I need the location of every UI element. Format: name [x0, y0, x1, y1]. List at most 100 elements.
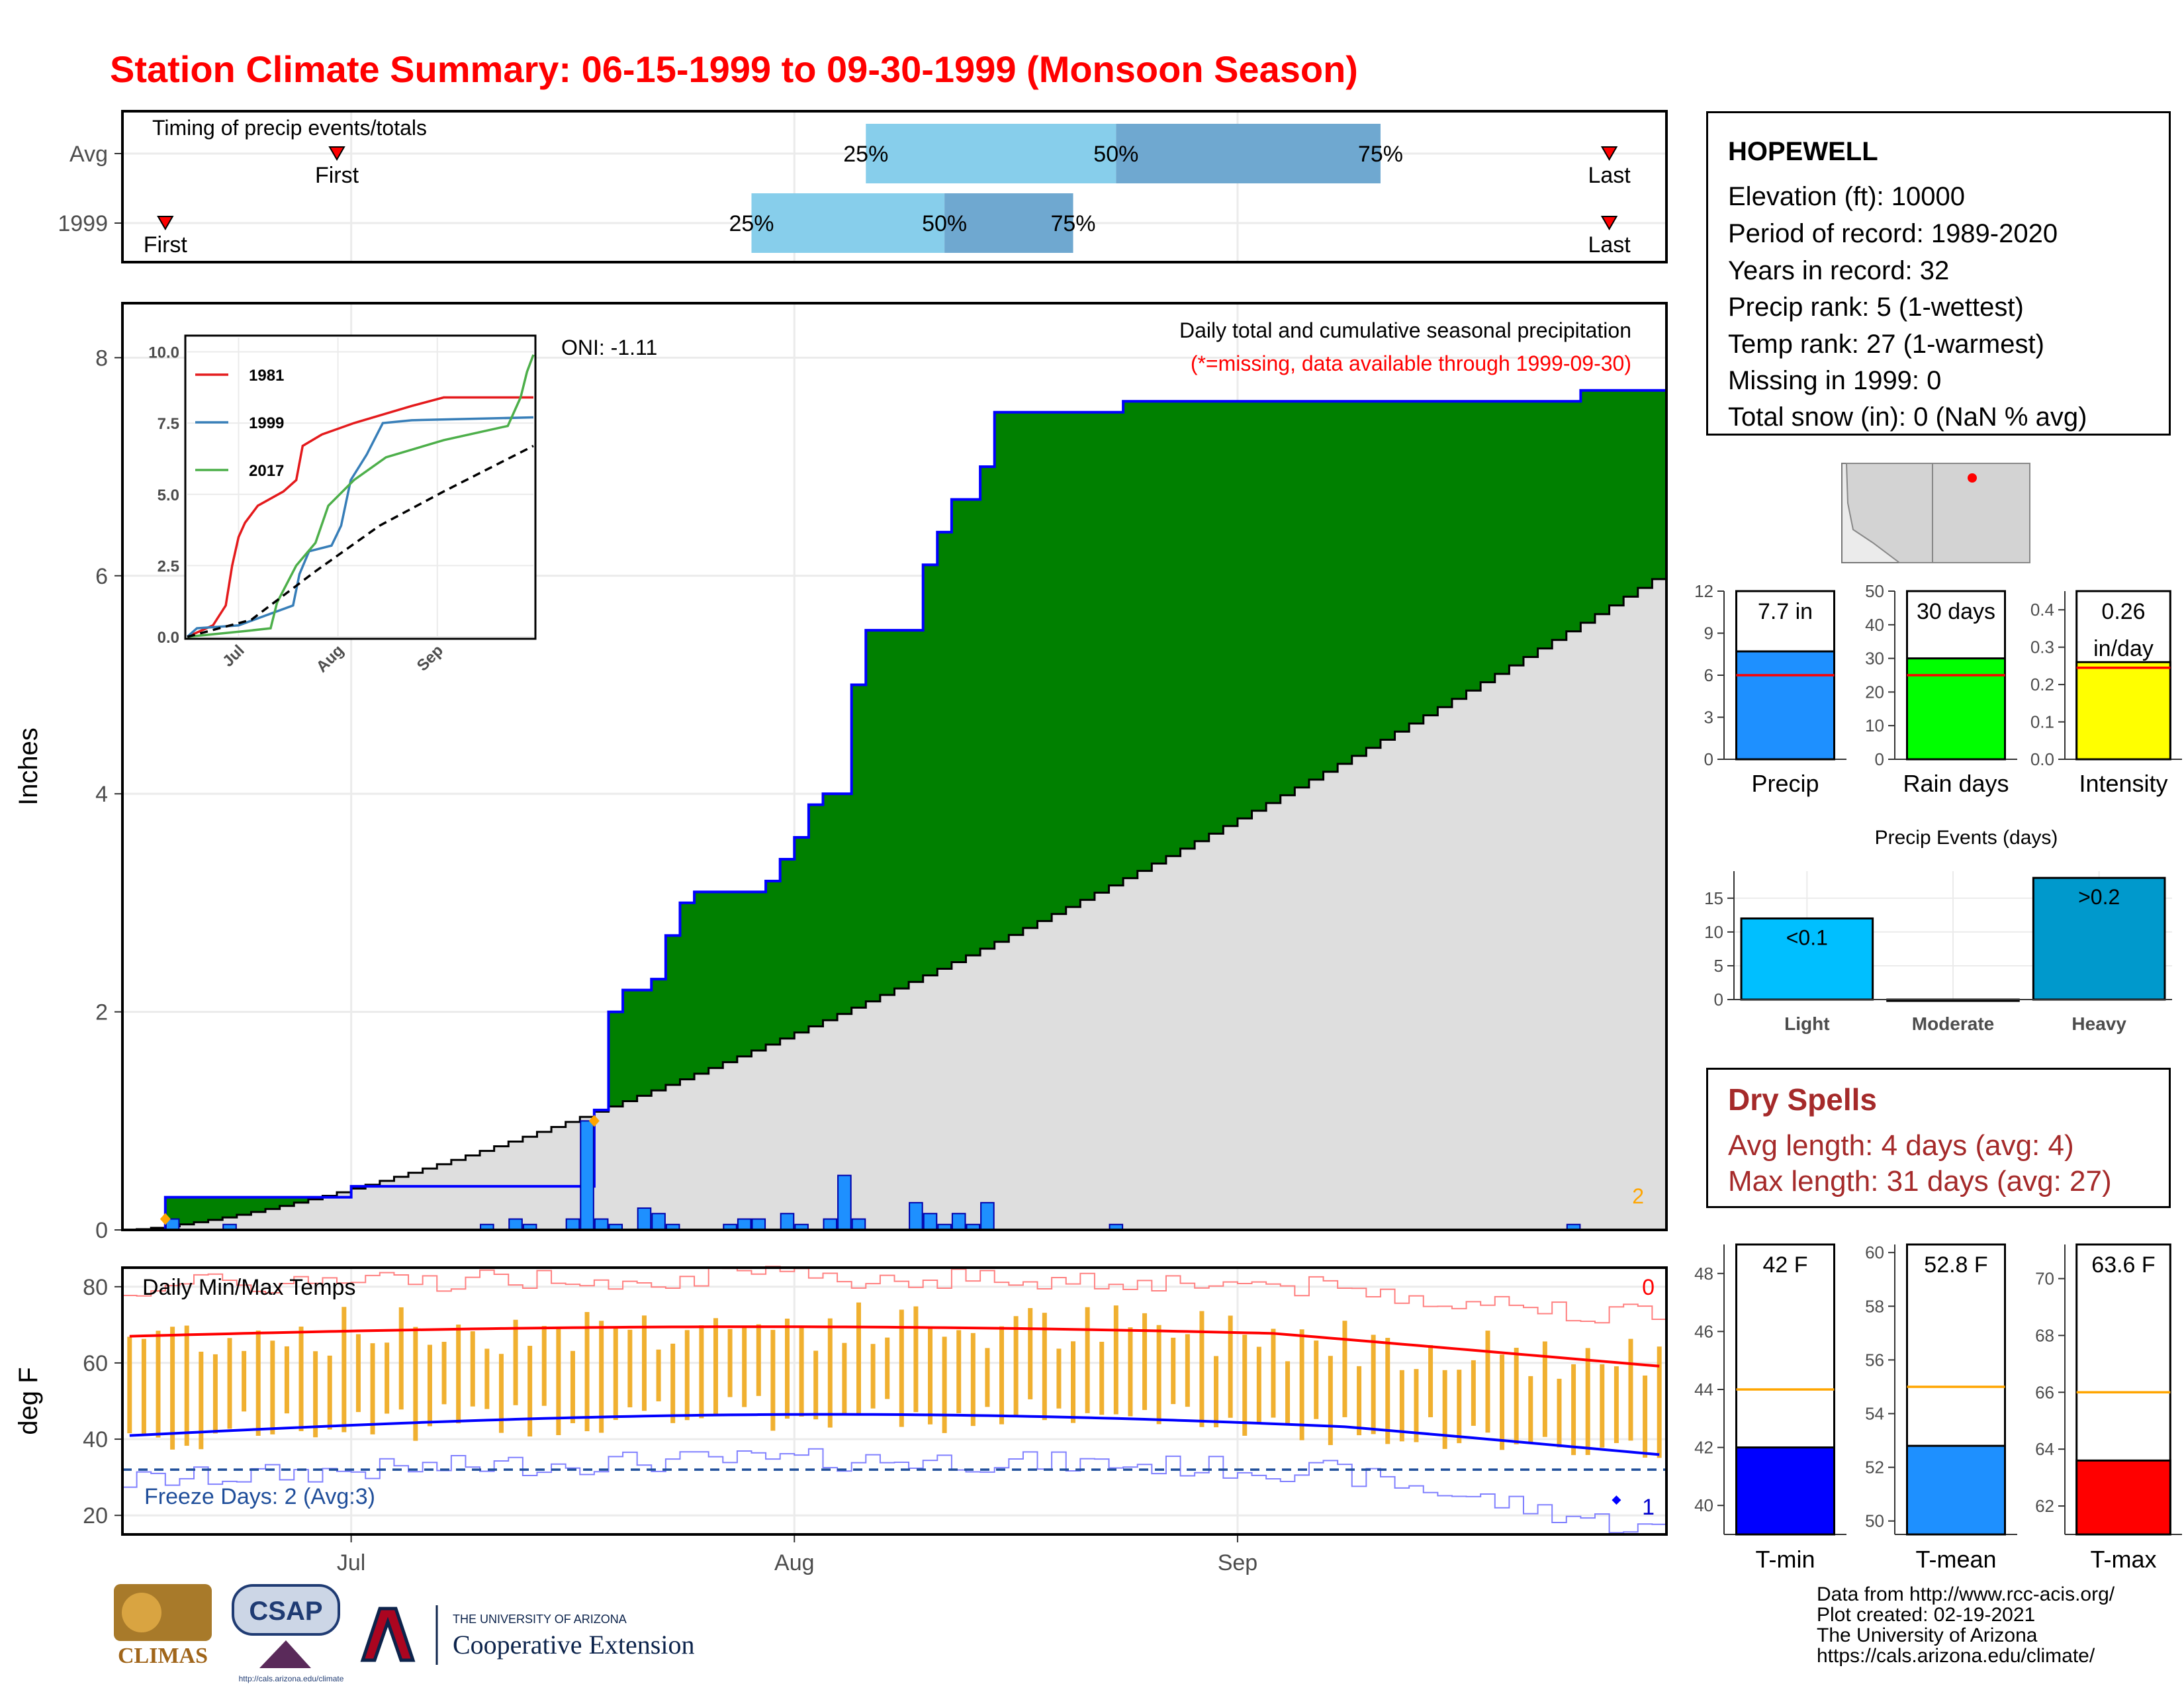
mini-y-tick-label: 0 [1704, 749, 1713, 769]
precip-chart-subtitle: (*=missing, data available through 1999-… [1191, 352, 1631, 375]
daily-temp-range-bar [799, 1327, 804, 1417]
timing-row-label: Avg [69, 142, 108, 167]
average-cumulative-line [122, 570, 1668, 1231]
above-average-fill [723, 892, 738, 1062]
above-average-fill [680, 902, 695, 1080]
precip-y-tick-label: 4 [95, 782, 108, 807]
daily-temp-range-bar [1156, 1325, 1161, 1425]
events-y-tick-label: 5 [1714, 956, 1723, 976]
daily-precip-bar [851, 1218, 866, 1231]
timing-quantile-label: 75% [1358, 142, 1403, 167]
daily-temp-range-bar [570, 1350, 575, 1423]
station-info-line: Missing in 1999: 0 [1728, 366, 1942, 395]
temp-x-tick-label: Aug [774, 1550, 815, 1575]
daily-temp-range-bar [784, 1318, 790, 1419]
above-average-fill [1566, 401, 1581, 632]
footer-line: https://cals.arizona.edu/climate/ [1817, 1645, 2095, 1667]
daily-temp-range-bar [513, 1319, 518, 1405]
mini-bar-category-label: T-max [2090, 1546, 2156, 1573]
above-average-fill [194, 1197, 209, 1223]
ua-line1-text: THE UNIVERSITY OF ARIZONA [453, 1613, 627, 1626]
daily-temp-range-bar [327, 1355, 332, 1430]
above-average-fill [1509, 401, 1524, 666]
mini-y-tick-label: 70 [2035, 1269, 2054, 1289]
daily-temp-range-bar [956, 1330, 962, 1413]
daily-precip-bar [823, 1218, 838, 1231]
above-average-fill [966, 499, 981, 956]
daily-temp-range-bar [970, 1333, 976, 1427]
above-average-fill [909, 630, 924, 982]
temp-panel-border [121, 1266, 1668, 1536]
above-average-fill [1480, 401, 1496, 682]
csap-cloud-icon [232, 1584, 340, 1636]
page-title: Station Climate Summary: 06-15-1999 to 0… [110, 48, 1358, 90]
above-average-fill [1423, 401, 1438, 716]
mini-y-tick-label: 50 [1865, 581, 1884, 601]
timing-q50-q75-bar [1116, 124, 1381, 183]
mini-y-tick-label: 48 [1694, 1264, 1713, 1284]
above-average-fill [1437, 401, 1453, 708]
timing-quantile-label: 25% [729, 211, 774, 236]
daily-temp-range-bar [1399, 1370, 1404, 1442]
average-min-line [129, 1413, 1660, 1456]
footer-line: Plot created: 02-19-2021 [1817, 1604, 2036, 1626]
daily-temp-range-bar [270, 1340, 275, 1434]
mini-bar-value [2075, 661, 2171, 761]
daily-temp-range-bar [1071, 1341, 1076, 1423]
inset-legend-label: 1981 [249, 367, 284, 385]
average-max-line [129, 1325, 1660, 1368]
above-average-fill [179, 1197, 195, 1225]
above-average-fill [1037, 412, 1052, 921]
above-average-fill [1652, 390, 1667, 579]
daily-temp-range-bar [813, 1350, 819, 1420]
inset-border [184, 334, 537, 640]
precip-y-tick-label: 2 [95, 1000, 108, 1025]
daily-temp-range-bar [498, 1354, 504, 1433]
triangle-marker-icon [328, 146, 345, 161]
inset-legend-label: 1999 [249, 414, 284, 432]
mini-y-tick-label: 50 [1865, 1511, 1884, 1531]
above-average-fill [1137, 401, 1152, 871]
daily-temp-range-bar [1485, 1331, 1490, 1433]
logos: CLIMAS CSAP http://cals.arizona.edu/climat… [114, 1584, 694, 1683]
above-average-fill [251, 1197, 266, 1212]
inset-legend-label: 2017 [249, 462, 284, 480]
timing-panel-title: Timing of precip events/totals [152, 116, 427, 140]
daily-temp-range-bar [1442, 1370, 1447, 1449]
above-average-fill [1080, 412, 1095, 900]
mini-bar-value-label: 7.7 in [1758, 599, 1813, 624]
daily-precip-bar [637, 1207, 652, 1231]
mini-bar-value [1906, 1444, 2006, 1536]
daily-temp-range-bar [1600, 1364, 1605, 1448]
daily-temp-range-bar [1085, 1307, 1090, 1413]
timing-quantile-label: 50% [1093, 142, 1138, 167]
daily-temp-range-bar [156, 1331, 161, 1438]
daily-temp-range-bar [641, 1315, 647, 1411]
temp-corner-label: 0 [1642, 1275, 1655, 1300]
temp-bars: 40 42 44 46 48 42 F T-min 50 52 54 56 58 60 52.8 F T-m… [1694, 1243, 2182, 1573]
daily-temp-range-bar [341, 1307, 347, 1432]
mini-bar-category-label: Intensity [2079, 770, 2167, 797]
daily-temp-range-bar [1328, 1356, 1333, 1446]
above-average-fill [837, 794, 852, 1014]
mini-y-tick-label: 42 [1694, 1438, 1713, 1458]
mini-y-tick-label: 54 [1865, 1404, 1884, 1424]
daily-temp-range-bar [1171, 1337, 1176, 1405]
daily-temp-range-bar [441, 1342, 447, 1405]
marker-diamond-icon [159, 1213, 171, 1225]
mini-bar-value [1735, 650, 1835, 761]
mini-y-tick-label: 44 [1694, 1380, 1713, 1399]
daily-precip-bar [580, 1120, 594, 1231]
daily-temp-range-bar [1514, 1348, 1519, 1444]
timing-panel: 25% 50% 75% First Last Avg 25% 50% 75% First Last 1… [58, 110, 1668, 263]
daily-temp-range-bar [527, 1346, 533, 1437]
freeze-marker-icon [1612, 1495, 1621, 1505]
mini-y-tick-label: 0.4 [2030, 600, 2054, 620]
daily-temp-range-bar [1128, 1327, 1133, 1417]
inset-series-line [187, 396, 533, 638]
daily-temp-range-bar [242, 1350, 247, 1412]
station-info-line: Temp rank: 27 (1-warmest) [1728, 330, 2044, 359]
ua-line2-text: Cooperative Extension [453, 1630, 694, 1660]
daily-temp-range-bar [1500, 1354, 1505, 1450]
inset-y-tick-label: 0.0 [158, 629, 179, 647]
